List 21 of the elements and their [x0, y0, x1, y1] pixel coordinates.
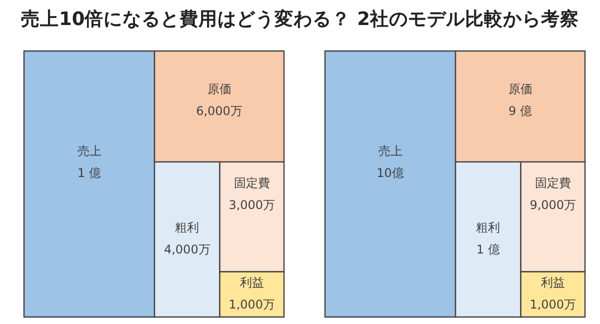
- data-label: 1 億: [78, 166, 101, 180]
- category-label: 原価: [508, 82, 532, 96]
- data-label: 9 億: [508, 104, 532, 118]
- category-label: 利益: [240, 276, 264, 290]
- category-label: 利益: [540, 276, 565, 290]
- category-label: 粗利: [175, 220, 200, 235]
- data-label: 10億: [376, 166, 404, 180]
- category-label: 売上: [378, 144, 402, 158]
- category-label: 固定費: [234, 176, 270, 190]
- data-label: 3,000万: [228, 198, 276, 212]
- data-label: 4,000万: [164, 242, 210, 257]
- data-label: 1,000万: [530, 298, 576, 312]
- data-label: 1 億: [476, 242, 500, 257]
- category-label: 固定費: [534, 176, 571, 190]
- category-label: 原価: [207, 82, 232, 96]
- category-label: 粗利: [476, 220, 500, 235]
- data-label: 6,000万: [196, 104, 242, 118]
- data-label: 1,000万: [228, 298, 276, 312]
- category-label: 売上: [77, 144, 102, 158]
- text: 売上10倍になると費用はどう変わる？ 2社のモデル比較から考察: [20, 8, 580, 31]
- data-label: 9,000万: [530, 198, 576, 212]
